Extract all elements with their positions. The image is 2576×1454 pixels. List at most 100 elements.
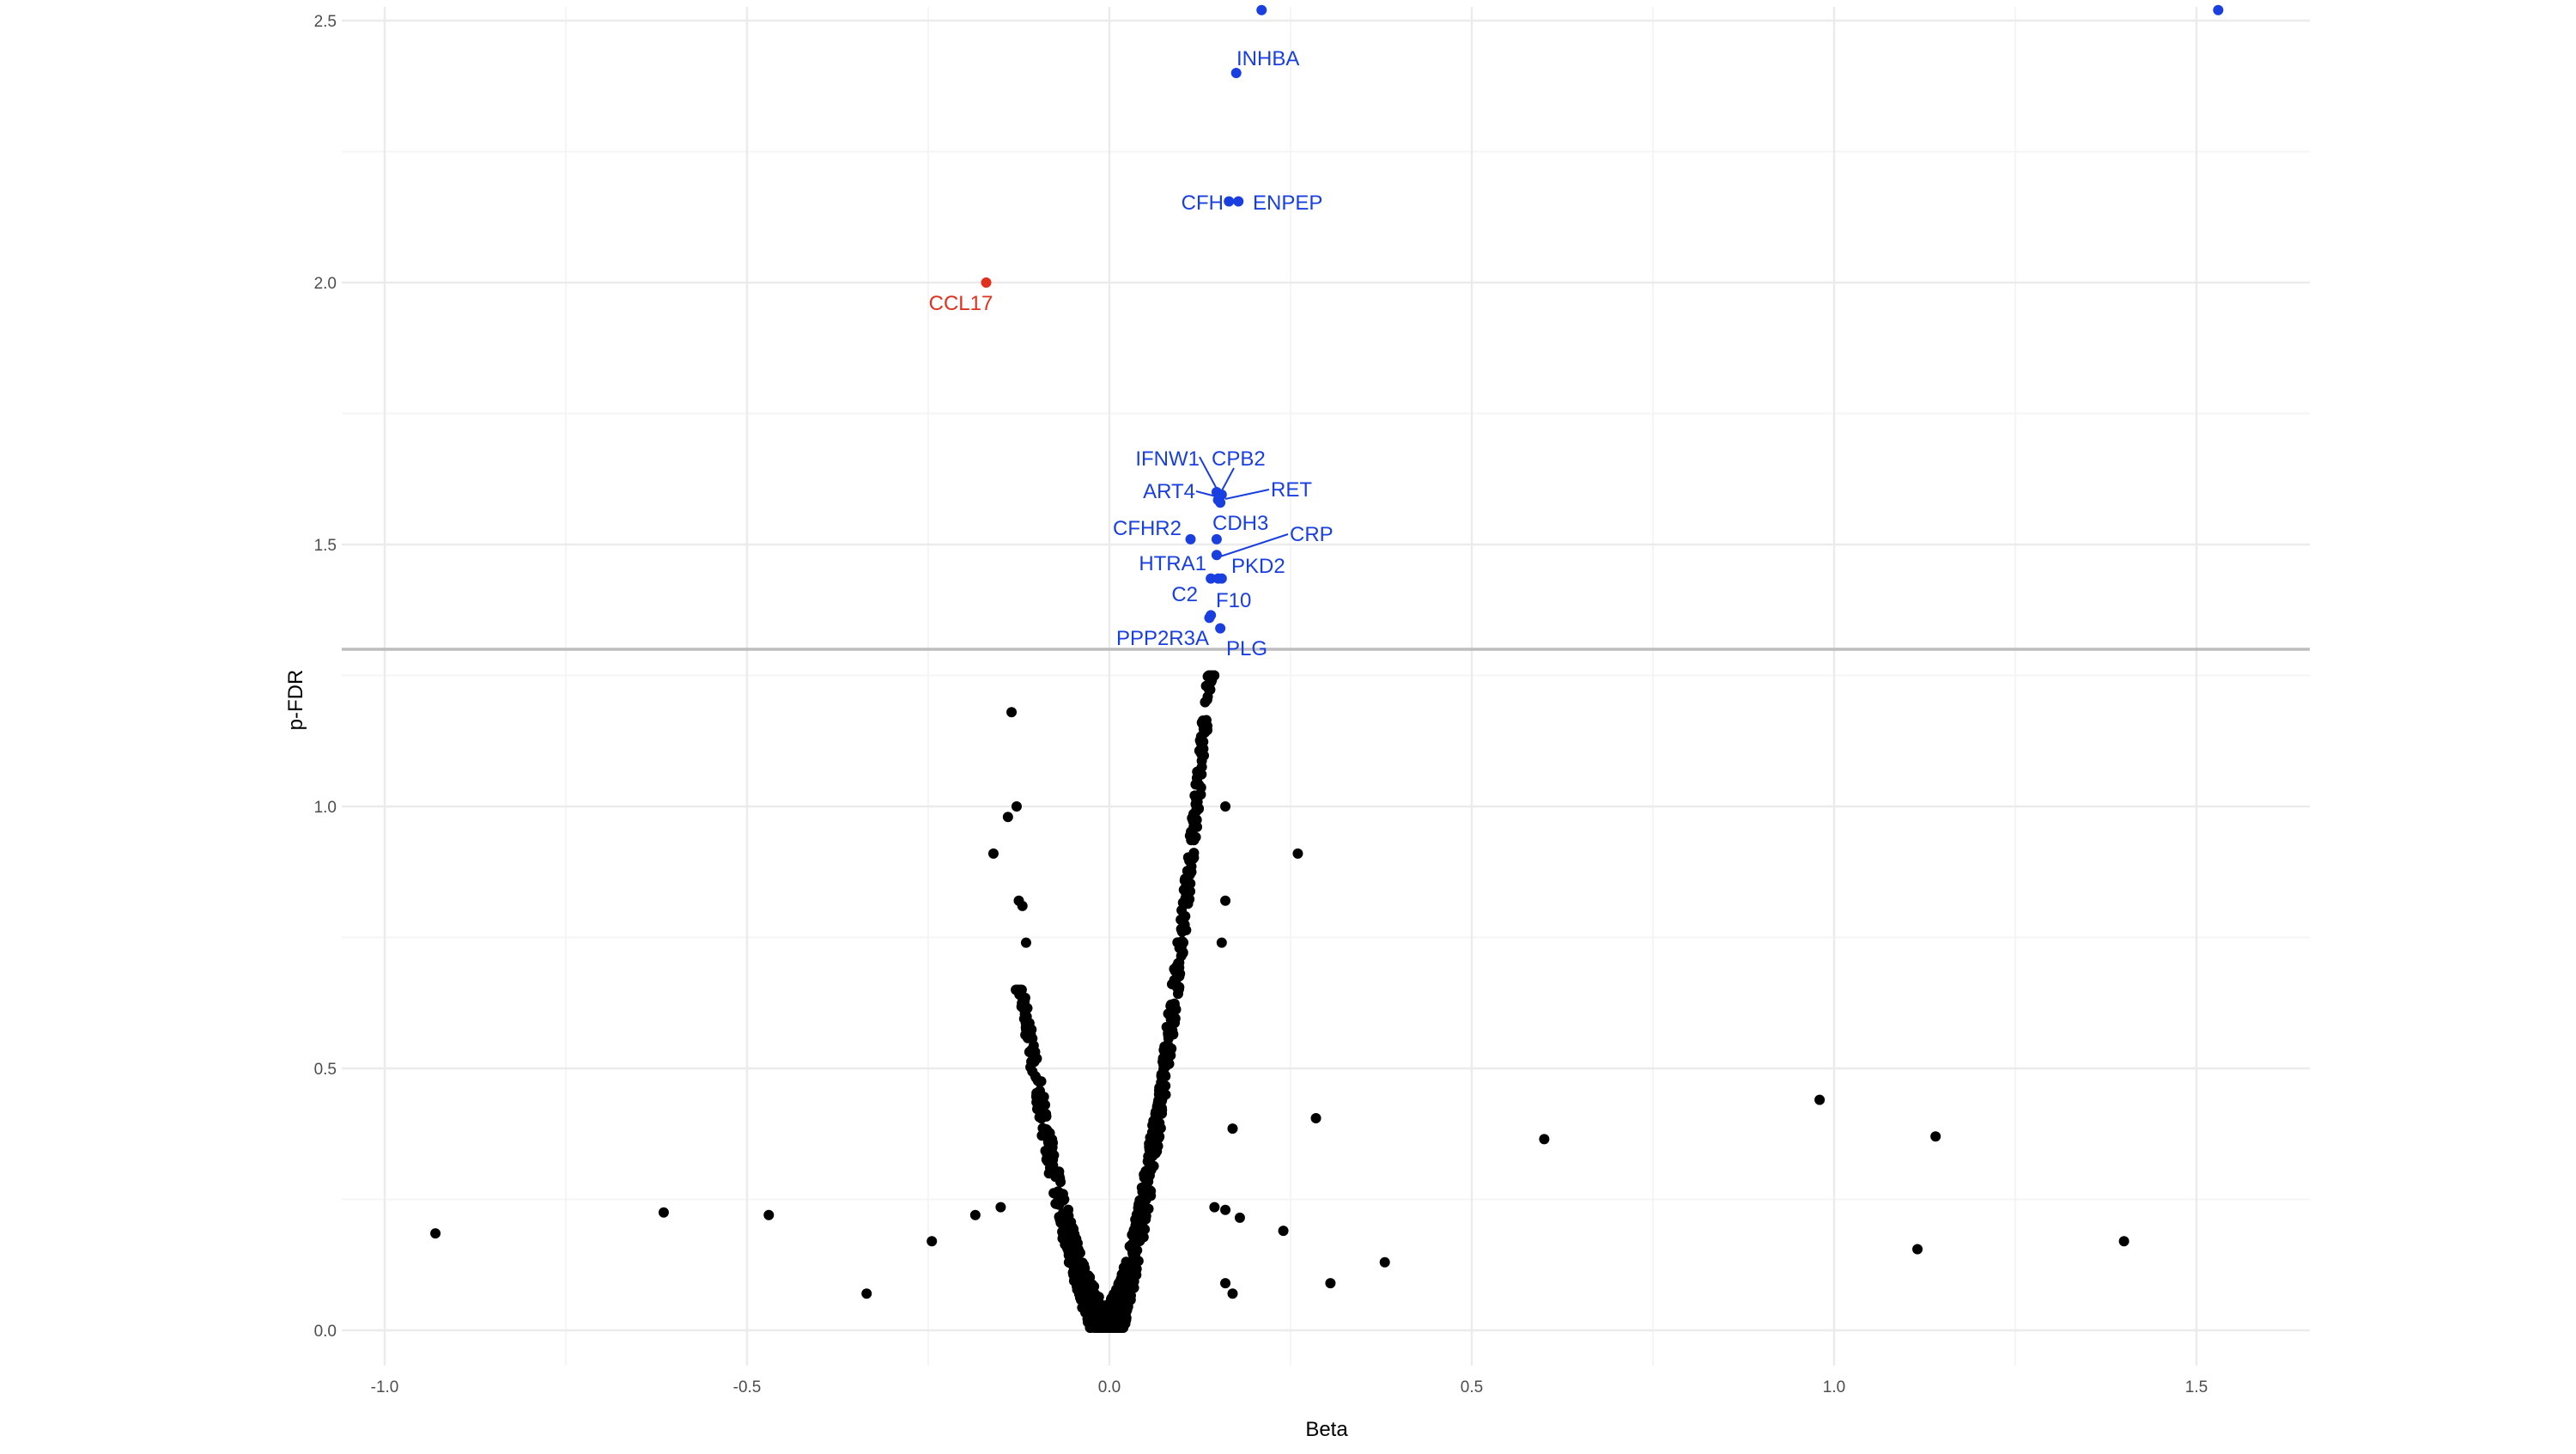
data-point <box>1066 1234 1078 1245</box>
data-point <box>1128 1282 1139 1293</box>
gene-label: CRP <box>1290 523 1334 546</box>
data-point <box>1132 1209 1143 1220</box>
significant-point <box>1206 610 1217 621</box>
data-point <box>1145 1157 1156 1168</box>
data-point <box>1133 1199 1145 1210</box>
y-tick-label: 0.0 <box>314 1323 337 1341</box>
gene-label: PKD2 <box>1231 555 1285 578</box>
data-point <box>1042 1156 1054 1167</box>
data-point <box>1146 1149 1157 1160</box>
data-point <box>1077 1302 1088 1313</box>
data-point <box>1139 1205 1151 1216</box>
data-point <box>1038 1092 1049 1103</box>
data-point <box>1179 919 1190 930</box>
data-point <box>1227 1288 1238 1299</box>
x-tick-label: -0.5 <box>733 1378 762 1396</box>
gene-label: F10 <box>1216 589 1251 612</box>
gene-label: CCL17 <box>929 292 993 315</box>
data-point <box>1133 1256 1144 1267</box>
data-point <box>1032 1099 1043 1110</box>
data-point <box>1020 937 1031 948</box>
data-point <box>1091 1322 1103 1333</box>
data-point <box>1814 1094 1826 1105</box>
data-point <box>1150 1106 1161 1117</box>
data-point <box>1200 697 1211 708</box>
data-point <box>1205 670 1216 681</box>
data-point <box>1220 801 1231 812</box>
significant-point <box>1215 497 1226 508</box>
gene-label: ART4 <box>1143 480 1195 503</box>
data-point <box>1121 1312 1132 1323</box>
data-point <box>1186 867 1197 878</box>
data-point <box>1115 1305 1127 1316</box>
label-leader-line <box>1199 456 1218 491</box>
gene-label: CDH3 <box>1212 512 1268 535</box>
data-point <box>1018 996 1029 1007</box>
data-point <box>1191 805 1202 816</box>
significant-point <box>1230 68 1242 78</box>
data-point <box>1325 1278 1336 1289</box>
data-point <box>1157 1053 1169 1064</box>
y-axis-title: p-FDR <box>284 670 307 731</box>
y-tick-label: 0.5 <box>314 1061 337 1079</box>
data-point <box>1165 1025 1176 1037</box>
data-point <box>1220 895 1231 906</box>
y-tick-label: 2.5 <box>314 13 337 31</box>
data-point <box>1310 1112 1321 1123</box>
data-point <box>1002 812 1013 823</box>
data-point <box>1036 1076 1047 1087</box>
data-point <box>1189 831 1200 843</box>
data-point <box>1087 1281 1098 1292</box>
data-point <box>969 1209 981 1220</box>
significant-point <box>1185 533 1196 544</box>
label-leader-line <box>1220 467 1235 493</box>
significant-point <box>1215 623 1226 634</box>
data-point <box>1144 1138 1155 1149</box>
data-point <box>1077 1257 1088 1268</box>
x-tick-label: 0.5 <box>1461 1378 1483 1396</box>
gene-label: RET <box>1271 478 1312 502</box>
data-point <box>1180 873 1191 885</box>
significant-point <box>1206 573 1217 584</box>
data-point <box>1154 1131 1165 1142</box>
data-point <box>1038 1129 1049 1140</box>
data-point <box>1190 779 1201 790</box>
data-point <box>1017 900 1028 911</box>
significant-point <box>981 277 992 288</box>
data-point <box>1227 1123 1238 1135</box>
data-point <box>1117 1268 1128 1280</box>
gene-label: PLG <box>1226 637 1267 660</box>
data-point <box>1174 982 1185 993</box>
gene-label: C2 <box>1171 583 1198 606</box>
significant-point <box>1256 4 1267 15</box>
significant-point <box>1211 533 1222 544</box>
data-point <box>1169 964 1180 975</box>
axis-tick-labels: -1.0 -0.5 0.0 0.5 1.0 1.5 0.0 0.5 1.0 1.5 2.0 2.5 <box>314 13 2208 1396</box>
data-point <box>1102 1322 1113 1333</box>
data-point <box>1139 1183 1151 1194</box>
gene-label: INHBA <box>1236 47 1299 70</box>
x-tick-label: 0.0 <box>1098 1378 1121 1396</box>
y-tick-label: 1.5 <box>314 537 337 555</box>
data-point <box>1077 1280 1088 1291</box>
data-point <box>430 1228 441 1239</box>
data-point <box>1045 1139 1056 1150</box>
data-point <box>1159 1041 1170 1052</box>
data-point <box>1026 1056 1037 1068</box>
data-point <box>1930 1131 1941 1142</box>
data-point <box>1209 1202 1220 1213</box>
gene-label: HTRA1 <box>1139 552 1206 575</box>
data-point <box>1379 1256 1390 1268</box>
data-point <box>1121 1258 1132 1269</box>
data-point <box>1119 1287 1130 1298</box>
data-points <box>430 4 2224 1333</box>
data-point <box>1011 801 1022 812</box>
data-point <box>1006 707 1018 718</box>
data-point <box>1200 680 1212 691</box>
y-tick-label: 2.0 <box>314 275 337 293</box>
data-point <box>1020 1010 1031 1021</box>
gene-label: PPP2R3A <box>1116 627 1209 650</box>
data-point <box>1061 1213 1072 1224</box>
gene-label: CFH <box>1182 192 1224 215</box>
